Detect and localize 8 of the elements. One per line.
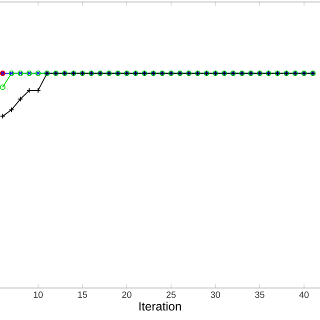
x-tick-label: 20 bbox=[122, 292, 132, 298]
x-tick-label: 10 bbox=[34, 292, 43, 298]
x-axis-title: Iteration bbox=[139, 302, 181, 311]
x-tick-label: 35 bbox=[255, 292, 264, 298]
x-tick-label: 30 bbox=[210, 292, 220, 298]
x-tick-label: 25 bbox=[166, 292, 176, 298]
x-tick-label: 40 bbox=[299, 292, 309, 298]
x-tick-label: 15 bbox=[78, 292, 88, 298]
